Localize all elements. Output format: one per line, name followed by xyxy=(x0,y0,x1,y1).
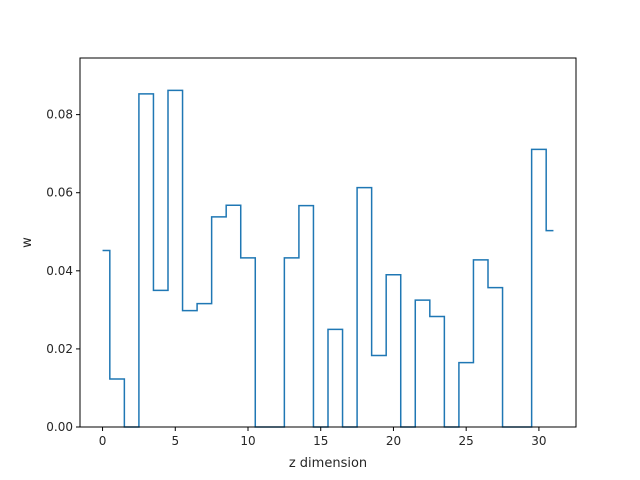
x-tick-label: 30 xyxy=(531,434,546,448)
y-tick-label: 0.00 xyxy=(46,420,73,434)
y-tick-label: 0.04 xyxy=(46,264,73,278)
plot-series xyxy=(102,89,554,428)
y-tick-label: 0.08 xyxy=(46,108,73,122)
x-axis-label: z dimension xyxy=(289,456,367,471)
plot-frame xyxy=(79,57,577,428)
y-axis-ticks: 0.00 0.02 0.04 0.06 0.08 xyxy=(46,108,80,434)
x-tick-label: 5 xyxy=(171,434,179,448)
x-tick-label: 20 xyxy=(386,434,401,448)
x-axis-ticks: 0 5 10 15 20 25 30 xyxy=(99,427,547,448)
x-tick-label: 15 xyxy=(313,434,328,448)
x-tick-label: 10 xyxy=(240,434,255,448)
y-tick-label: 0.06 xyxy=(46,186,73,200)
y-tick-label: 0.02 xyxy=(46,342,73,356)
step-line-series-0 xyxy=(102,89,554,428)
x-tick-label: 0 xyxy=(99,434,107,448)
x-tick-label: 25 xyxy=(459,434,474,448)
y-axis-label: w xyxy=(20,237,35,248)
